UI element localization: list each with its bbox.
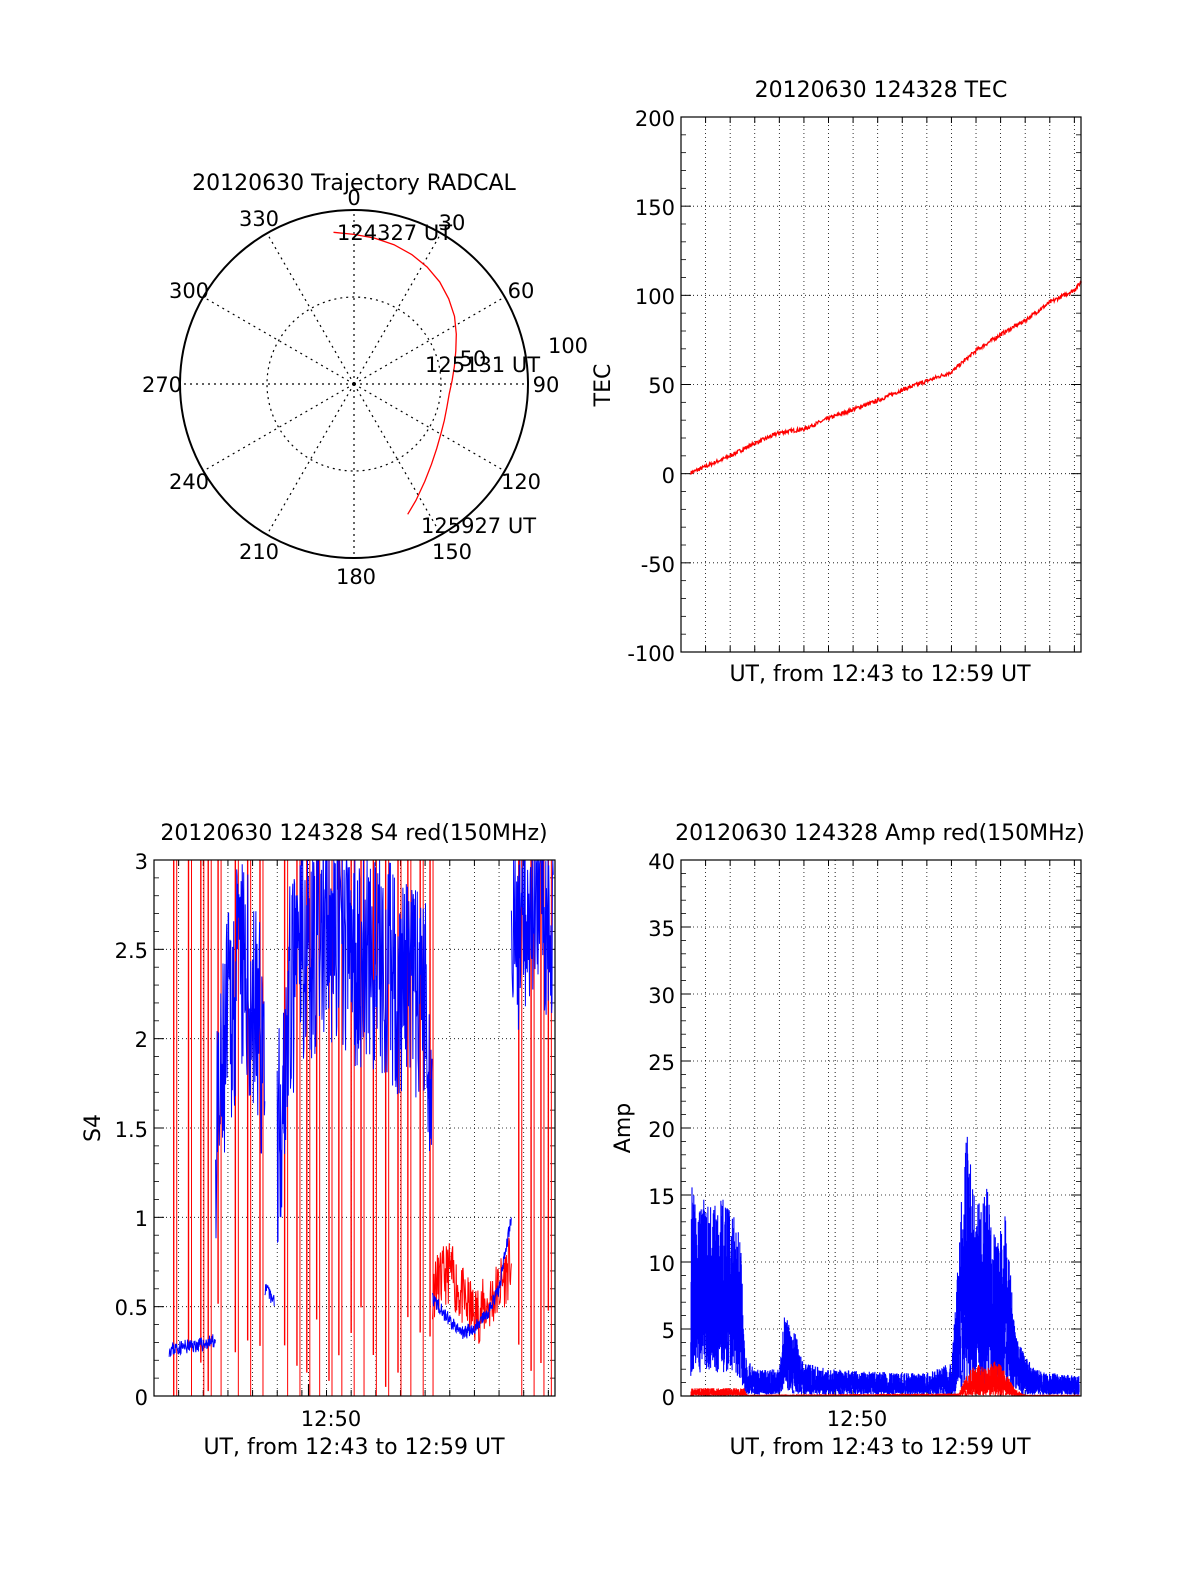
polar-spoke-210 (266, 383, 355, 535)
s4-blue-line (264, 1283, 275, 1307)
s4-blue-line (510, 859, 554, 1030)
tec-ytick-200: 200 (635, 107, 675, 131)
s4-ytick-1.5: 1.5 (115, 1118, 148, 1142)
angle-label-120: 120 (501, 470, 541, 494)
radius-label-100: 100 (548, 334, 588, 358)
polar-panel: 20120630 Trajectory RADCAL 0 30 60 90 12… (142, 171, 588, 589)
trajectory-line (333, 231, 457, 515)
amp-blue-series (690, 1136, 1080, 1395)
tec-ytick-0: 0 (662, 464, 675, 488)
tec-ytick-neg50: -50 (641, 553, 675, 577)
s4-ytick-0.5: 0.5 (115, 1296, 148, 1320)
tec-title: 20120630 124328 TEC (755, 78, 1008, 103)
amp-ytick-0: 0 (662, 1386, 675, 1410)
tec-series-line (690, 280, 1082, 475)
angle-label-240: 240 (169, 470, 209, 494)
polar-title: 20120630 Trajectory RADCAL (192, 171, 516, 196)
tec-ytick-50: 50 (648, 374, 675, 398)
tec-grid (681, 116, 1081, 653)
amp-y-tick-labels: 40 35 30 25 20 15 10 5 0 (648, 850, 675, 1410)
polar-ring-50 (266, 296, 442, 472)
s4-xtick-1250: 12:50 (301, 1407, 362, 1431)
amp-ytick-40: 40 (648, 850, 675, 874)
s4-blue-line (432, 1217, 512, 1340)
polar-spoke-240 (203, 383, 355, 472)
polar-spoke-300 (203, 296, 355, 385)
angle-label-150: 150 (432, 540, 472, 564)
s4-ytick-2: 2 (135, 1028, 148, 1052)
s4-panel: 20120630 124328 S4 red(150MHz) 3 2.5 2 1… (81, 821, 556, 1460)
s4-ytick-1: 1 (135, 1207, 148, 1231)
amp-xtick-1250: 12:50 (827, 1407, 888, 1431)
polar-spoke-330 (266, 233, 355, 385)
s4-y-tick-labels: 3 2.5 2 1.5 1 0.5 0 (115, 850, 148, 1410)
time-label-mid: 125131 UT (425, 353, 540, 377)
s4-ytick-2.5: 2.5 (115, 939, 148, 963)
amp-xlabel: UT, from 12:43 to 12:59 UT (729, 1435, 1031, 1460)
amp-ytick-35: 35 (648, 917, 675, 941)
s4-blue-series (168, 859, 554, 1358)
tec-plot-frame (680, 116, 1082, 653)
polar-spoke-30 (353, 233, 442, 385)
s4-plot-frame (153, 859, 556, 1397)
s4-xlabel: UT, from 12:43 to 12:59 UT (203, 1435, 505, 1460)
amp-plot-frame (680, 859, 1082, 1397)
polar-spoke-60 (353, 296, 505, 385)
radius-label-50: 50 (460, 347, 487, 371)
polar-angle-labels: 0 30 60 90 120 150 180 210 240 270 300 3… (142, 186, 559, 589)
angle-label-270: 270 (142, 373, 182, 397)
angle-label-180: 180 (336, 565, 376, 589)
s4-blue-line (168, 1334, 216, 1358)
amp-blue-line (690, 1136, 1080, 1395)
tec-ytick-150: 150 (635, 196, 675, 220)
amp-title: 20120630 124328 Amp red(150MHz) (675, 821, 1085, 846)
s4-blue-line (215, 864, 266, 1239)
s4-ytick-0: 0 (135, 1386, 148, 1410)
angle-label-210: 210 (239, 540, 279, 564)
angle-label-0: 0 (347, 186, 360, 210)
tec-ytick-100: 100 (635, 285, 675, 309)
amp-ytick-20: 20 (648, 1118, 675, 1142)
angle-label-60: 60 (508, 279, 535, 303)
amp-ytick-15: 15 (648, 1185, 675, 1209)
s4-red-line (432, 1237, 512, 1344)
s4-title: 20120630 124328 S4 red(150MHz) (160, 821, 547, 846)
s4-ylabel: S4 (81, 1114, 106, 1142)
amp-ytick-10: 10 (648, 1252, 675, 1276)
polar-outer-ring (179, 209, 529, 559)
amp-ylabel: Amp (611, 1103, 636, 1153)
tec-y-tick-labels: 200 150 100 50 0 -50 -100 (627, 107, 675, 666)
polar-spoke-120 (353, 383, 505, 472)
tec-panel: 20120630 124328 TEC 200 150 100 50 0 -50… (591, 78, 1082, 687)
amp-ytick-30: 30 (648, 984, 675, 1008)
amp-panel: 20120630 124328 Amp red(150MHz) 40 35 30… (611, 821, 1085, 1460)
time-label-start: 124327 UT (337, 221, 452, 245)
polar-spoke-150 (353, 383, 442, 535)
polar-grid (180, 210, 528, 558)
tec-ylabel: TEC (591, 364, 616, 408)
tec-xlabel: UT, from 12:43 to 12:59 UT (729, 662, 1031, 687)
amp-ytick-25: 25 (648, 1051, 675, 1075)
amp-ytick-5: 5 (662, 1319, 675, 1343)
time-label-end: 125927 UT (421, 514, 536, 538)
angle-label-330: 330 (239, 207, 279, 231)
tec-ytick-neg100: -100 (627, 642, 675, 666)
s4-ytick-3: 3 (135, 850, 148, 874)
angle-label-300: 300 (169, 279, 209, 303)
s4-blue-line (276, 859, 433, 1244)
s4-red-series (173, 860, 552, 1396)
angle-label-30: 30 (439, 211, 466, 235)
angle-label-90: 90 (533, 373, 560, 397)
